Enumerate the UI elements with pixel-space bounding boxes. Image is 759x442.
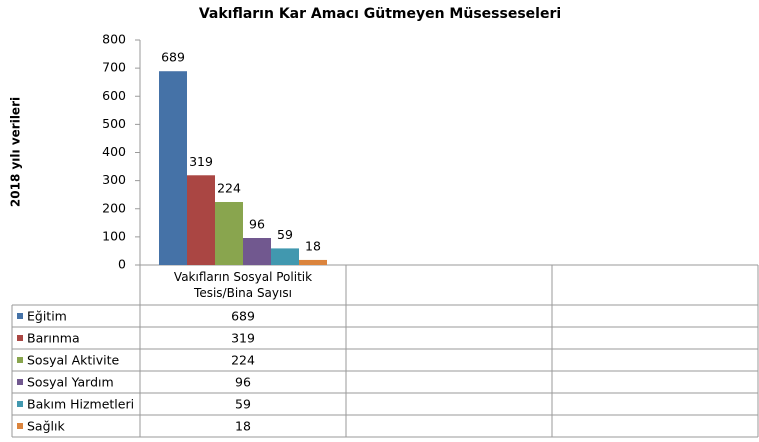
y-tick-label: 0 xyxy=(118,257,126,272)
table-value: 224 xyxy=(231,353,255,368)
data-label: 59 xyxy=(277,227,293,242)
y-tick-label: 400 xyxy=(102,144,126,159)
legend-key xyxy=(17,335,23,341)
bar xyxy=(159,71,187,265)
y-tick-label: 700 xyxy=(102,60,126,75)
legend-label: Sağlık xyxy=(27,419,65,434)
data-label: 689 xyxy=(161,50,185,65)
legend-label: Barınma xyxy=(27,331,80,346)
legend-key xyxy=(17,401,23,407)
table-value: 59 xyxy=(235,397,251,412)
data-label: 18 xyxy=(305,238,321,253)
y-tick-label: 500 xyxy=(102,116,126,131)
bar xyxy=(243,238,271,265)
bar xyxy=(215,202,243,265)
y-tick-label: 200 xyxy=(102,200,126,215)
chart-title: Vakıfların Kar Amacı Gütmeyen Müsessesel… xyxy=(199,6,561,22)
legend-label: Bakım Hizmetleri xyxy=(27,397,134,412)
bar xyxy=(187,175,215,265)
table-value: 96 xyxy=(235,375,251,390)
y-tick-label: 800 xyxy=(102,32,126,47)
bar xyxy=(271,248,299,265)
data-label: 224 xyxy=(217,181,241,196)
legend-key xyxy=(17,379,23,385)
y-tick-label: 300 xyxy=(102,172,126,187)
legend-key xyxy=(17,313,23,319)
table-value: 319 xyxy=(231,331,255,346)
data-label: 319 xyxy=(189,154,213,169)
y-tick-label: 100 xyxy=(102,228,126,243)
legend-label: Sosyal Yardım xyxy=(27,375,114,390)
legend-key xyxy=(17,357,23,363)
legend-key xyxy=(17,423,23,429)
legend-label: Sosyal Aktivite xyxy=(27,353,120,368)
legend-label: Eğitim xyxy=(27,309,67,324)
table-value: 689 xyxy=(231,309,255,324)
bar xyxy=(299,259,327,265)
data-label: 96 xyxy=(249,217,265,232)
table-value: 18 xyxy=(235,419,251,434)
category-label: Vakıfların Sosyal Politik Tesis/Bina Say… xyxy=(173,270,313,300)
y-axis-label: 2018 yılı verileri xyxy=(9,97,23,207)
y-tick-label: 600 xyxy=(102,88,126,103)
